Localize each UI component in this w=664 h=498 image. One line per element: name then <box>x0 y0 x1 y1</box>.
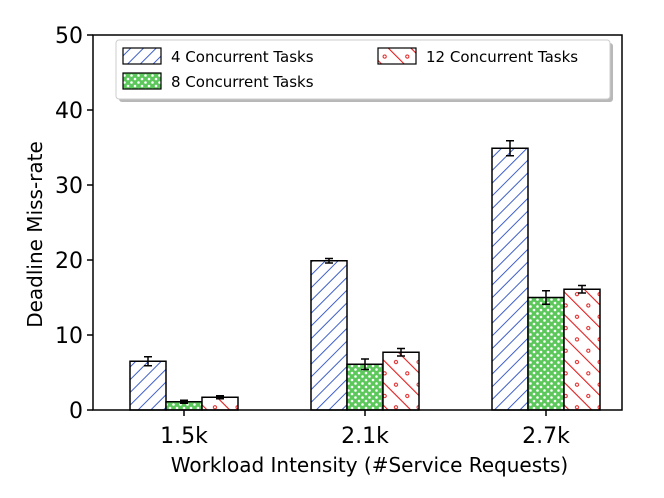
error-bar-1.5k-series-1 <box>144 356 152 367</box>
y-tick-label: 20 <box>55 249 83 274</box>
plot-frame <box>92 34 623 411</box>
legend-label-series-1: 4 Concurrent Tasks <box>171 48 314 66</box>
error-bar-1.5k-series-3 <box>216 395 224 400</box>
legend-label-series-3: 12 Concurrent Tasks <box>426 48 578 66</box>
bar-2.7k-series-2 <box>527 296 565 411</box>
error-bar-1.5k-series-2 <box>180 399 188 404</box>
y-axis-label: Deadline Miss-rate <box>23 141 47 328</box>
error-bar-2.7k-series-2 <box>542 290 550 305</box>
x-tick-label: 2.1k <box>341 424 389 449</box>
legend-swatch-series-1 <box>122 47 162 65</box>
y-tick-label: 10 <box>55 324 83 349</box>
error-bar-2.7k-series-1 <box>506 140 514 157</box>
error-bar-2.1k-series-3 <box>397 347 405 357</box>
x-tick-label: 2.7k <box>522 424 570 449</box>
legend-label-series-2: 8 Concurrent Tasks <box>171 73 314 91</box>
y-tick-label: 50 <box>55 24 83 49</box>
error-bar-2.1k-series-2 <box>361 358 369 371</box>
y-tick-label: 40 <box>55 99 83 124</box>
bar-1.5k-series-1 <box>129 360 167 411</box>
y-tick-label: 0 <box>69 399 83 424</box>
bar-2.7k-series-3 <box>563 288 601 411</box>
bar-2.1k-series-3 <box>382 351 420 411</box>
bar-2.1k-series-1 <box>310 260 348 411</box>
legend-swatch-series-3 <box>377 47 417 65</box>
x-axis-label: Workload Intensity (#Service Requests) <box>171 453 568 477</box>
error-bar-2.7k-series-3 <box>578 284 586 294</box>
bar-2.7k-series-1 <box>491 147 529 411</box>
y-tick-label: 30 <box>55 174 83 199</box>
legend: 4 Concurrent Tasks 8 Concurrent Tasks 12 C… <box>115 39 613 102</box>
bar-2.1k-series-2 <box>346 363 384 411</box>
x-tick-label: 1.5k <box>160 424 208 449</box>
legend-box <box>115 39 611 100</box>
legend-swatch-series-2 <box>122 72 162 90</box>
error-bar-2.1k-series-1 <box>325 257 333 264</box>
